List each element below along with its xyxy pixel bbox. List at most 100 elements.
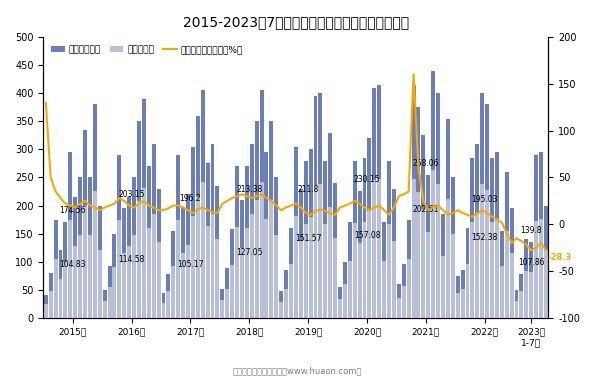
Bar: [206, 163, 209, 318]
房地产投资额增速（%）: [488, 215, 496, 219]
Bar: [186, 245, 190, 318]
Bar: [112, 234, 117, 318]
Bar: [402, 265, 406, 318]
Bar: [196, 197, 200, 318]
Bar: [156, 242, 161, 318]
Bar: [451, 234, 455, 318]
Bar: [64, 262, 67, 318]
Bar: [377, 179, 381, 318]
房地产投资额增速（%）: [503, 231, 511, 236]
Bar: [279, 291, 283, 318]
Bar: [147, 228, 151, 318]
Bar: [142, 188, 146, 318]
Bar: [152, 214, 156, 318]
Bar: [397, 297, 401, 318]
Bar: [431, 170, 435, 318]
Bar: [289, 264, 293, 318]
Bar: [299, 188, 303, 318]
Bar: [343, 262, 347, 318]
Bar: [196, 116, 200, 318]
Bar: [323, 224, 327, 318]
Bar: [441, 256, 445, 318]
Text: 139.8: 139.8: [521, 226, 542, 235]
Bar: [235, 166, 239, 318]
Text: 114.58: 114.58: [118, 254, 145, 264]
Bar: [446, 199, 450, 318]
Bar: [431, 71, 435, 318]
Bar: [137, 201, 141, 318]
Bar: [226, 289, 229, 318]
Bar: [519, 274, 524, 318]
Bar: [274, 178, 278, 318]
Bar: [176, 155, 180, 318]
Bar: [303, 224, 308, 318]
Bar: [387, 224, 391, 318]
Text: 196.2: 196.2: [180, 194, 201, 203]
Bar: [294, 216, 298, 318]
Bar: [98, 205, 102, 318]
Bar: [338, 299, 342, 318]
Text: 230.15: 230.15: [353, 175, 380, 184]
Bar: [377, 85, 381, 318]
Text: 203.15: 203.15: [118, 190, 145, 199]
Bar: [372, 87, 376, 318]
Text: 211.8: 211.8: [298, 185, 319, 195]
Bar: [436, 93, 440, 318]
Bar: [54, 219, 58, 318]
Bar: [93, 192, 97, 318]
Bar: [250, 214, 253, 318]
Bar: [333, 183, 337, 318]
Bar: [112, 267, 117, 318]
Bar: [362, 222, 367, 318]
Bar: [103, 301, 107, 318]
Bar: [353, 161, 356, 318]
Bar: [446, 118, 450, 318]
Bar: [465, 228, 469, 318]
Bar: [270, 121, 273, 318]
Bar: [132, 178, 136, 318]
Bar: [421, 135, 425, 318]
Text: 105.17: 105.17: [177, 260, 203, 269]
Bar: [534, 221, 538, 318]
Bar: [142, 99, 146, 318]
Bar: [524, 239, 528, 318]
Bar: [270, 200, 273, 318]
Bar: [392, 188, 396, 318]
Bar: [318, 93, 322, 318]
Bar: [78, 235, 82, 318]
Text: 258.06: 258.06: [412, 159, 439, 169]
Bar: [338, 287, 342, 318]
Bar: [505, 172, 509, 318]
Bar: [362, 158, 367, 318]
Bar: [382, 222, 386, 318]
Bar: [515, 301, 518, 318]
Bar: [206, 226, 209, 318]
Bar: [510, 253, 513, 318]
Bar: [259, 182, 264, 318]
Bar: [412, 179, 415, 318]
Bar: [147, 166, 151, 318]
Line: 房地产投资额增速（%）: 房地产投资额增速（%）: [46, 75, 546, 250]
Bar: [127, 246, 131, 318]
Bar: [353, 224, 356, 318]
Bar: [201, 90, 205, 318]
Bar: [358, 242, 362, 318]
Bar: [490, 222, 494, 318]
Bar: [524, 271, 528, 318]
Bar: [475, 214, 479, 318]
Bar: [343, 284, 347, 318]
Bar: [49, 291, 53, 318]
Bar: [284, 270, 288, 318]
房地产投资额增速（%）: [180, 205, 187, 210]
Bar: [226, 268, 229, 318]
Bar: [510, 208, 513, 318]
Bar: [83, 205, 87, 318]
Bar: [387, 161, 391, 318]
Bar: [230, 265, 234, 318]
Bar: [421, 209, 425, 318]
Bar: [382, 261, 386, 318]
Title: 2015-2023年7月青海省房地产投资额及住宅投资额: 2015-2023年7月青海省房地产投资额及住宅投资额: [183, 15, 409, 29]
Bar: [465, 264, 469, 318]
Bar: [544, 205, 548, 318]
Bar: [123, 208, 126, 318]
